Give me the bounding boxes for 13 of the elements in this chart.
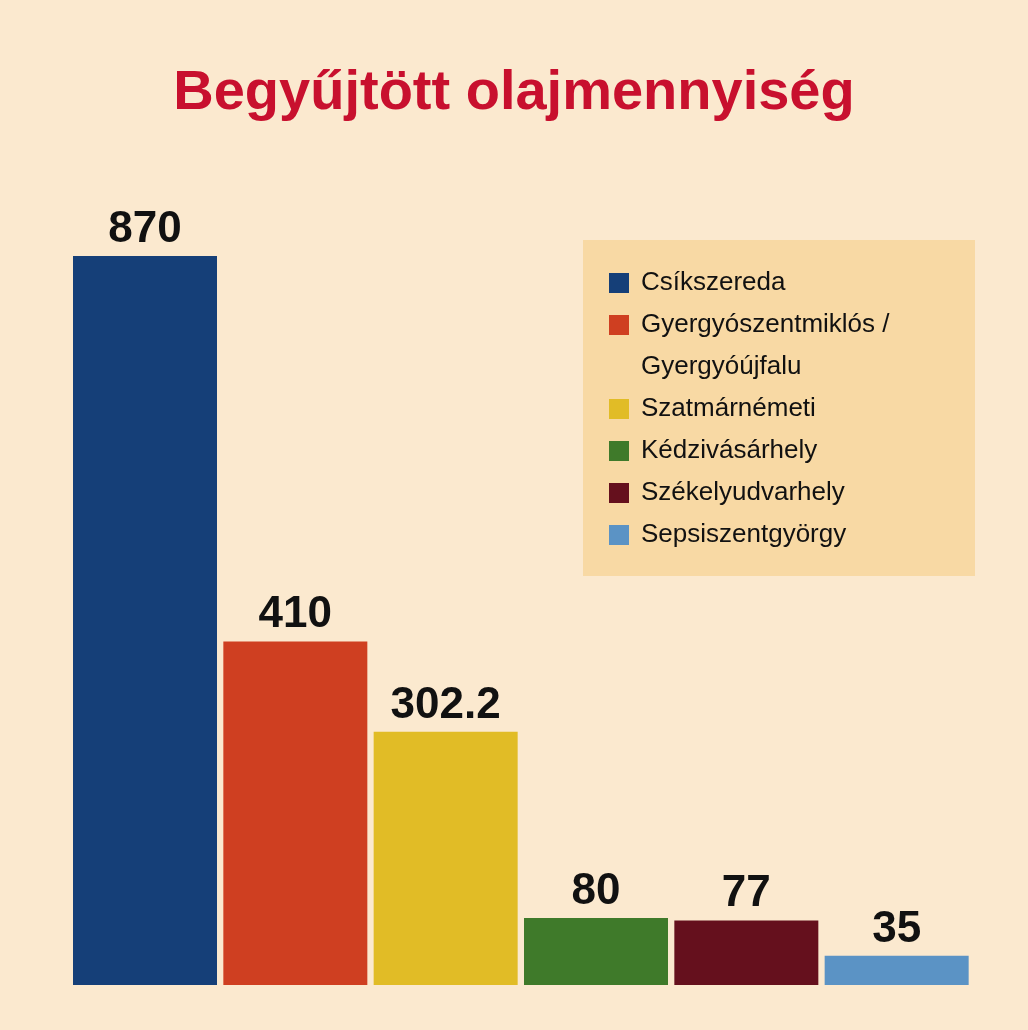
legend-label: Csíkszereda	[640, 265, 787, 298]
data-label: 35	[872, 901, 922, 951]
legend-label: Szatmárnémeti	[640, 391, 817, 424]
data-label: 77	[721, 866, 771, 916]
data-label: 870	[108, 202, 182, 251]
data-label: 302.2	[390, 677, 501, 727]
legend-label: Sepsiszentgyörgy	[640, 517, 848, 550]
legend-label: Kédzivásárhely	[640, 433, 819, 466]
data-label: 80	[571, 863, 621, 913]
chart-title: Begyűjtött olajmennyiség	[172, 58, 856, 122]
legend-label: Gyergyószentmiklós / Gyergyóújfalu	[640, 307, 891, 382]
data-label: 410	[258, 587, 333, 637]
legend-label: Székelyudvarhely	[640, 475, 846, 508]
